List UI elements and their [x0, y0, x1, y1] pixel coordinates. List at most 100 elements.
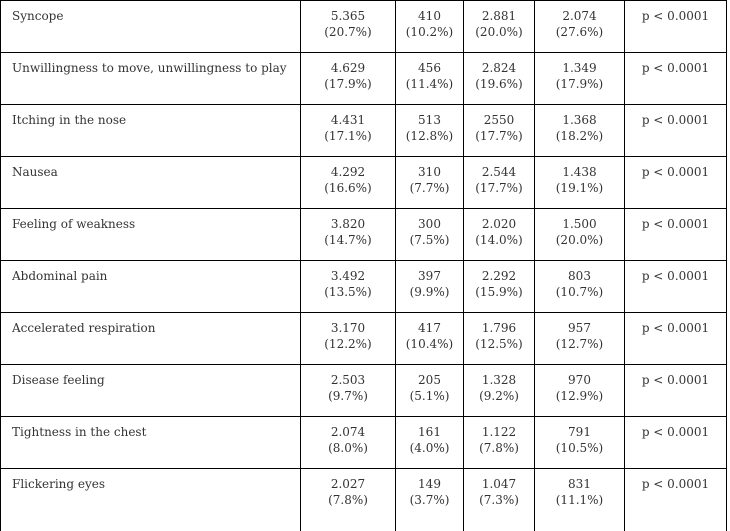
percent-value: (10.7%): [555, 285, 604, 299]
count-value: 3.170: [330, 321, 366, 335]
value-cell-2: 205 (5.1%): [396, 365, 464, 416]
symptom-label: Disease feeling: [12, 373, 105, 387]
p-value: p < 0.0001: [641, 61, 710, 75]
count-value: 5.365: [330, 9, 366, 23]
value-cell-2: 410 (10.2%): [396, 1, 464, 52]
count-value: 4.431: [330, 113, 366, 127]
value-cell-3: 2.020 (14.0%): [464, 209, 535, 260]
percent-value: (19.1%): [555, 181, 604, 195]
percent-value: (12.7%): [555, 337, 604, 351]
percent-value: (9.2%): [479, 389, 519, 403]
value-cell-3: 2550 (17.7%): [464, 105, 535, 156]
value-cell-2: 417 (10.4%): [396, 313, 464, 364]
p-value-cell: p < 0.0001: [625, 365, 727, 416]
count-value: 205: [418, 373, 441, 387]
value-cell-2: 161 (4.0%): [396, 417, 464, 468]
percent-value: (17.7%): [475, 181, 523, 195]
value-cell-2: 456 (11.4%): [396, 53, 464, 104]
count-value: 831: [568, 477, 591, 491]
percent-value: (7.8%): [328, 493, 368, 507]
percent-value: (7.5%): [409, 233, 450, 247]
value-cell-3: 1.047 (7.3%): [464, 469, 535, 531]
p-value: p < 0.0001: [641, 373, 710, 387]
count-value: 3.492: [330, 269, 366, 283]
percent-value: (9.9%): [409, 285, 450, 299]
count-value: 970: [568, 373, 591, 387]
p-value: p < 0.0001: [641, 425, 710, 439]
count-value: 2.292: [481, 269, 517, 283]
table-row: Accelerated respiration 3.170 (12.2%) 417 (1…: [1, 313, 727, 365]
table-row: Disease feeling 2.503 (9.7%) 205 (5.1%) 1.328…: [1, 365, 727, 417]
symptom-label: Unwillingness to move, unwillingness to …: [12, 61, 287, 75]
value-cell-4: 2.074 (27.6%): [535, 1, 625, 52]
count-value: 803: [568, 269, 591, 283]
value-cell-4: 970 (12.9%): [535, 365, 625, 416]
percent-value: (11.1%): [555, 493, 604, 507]
count-value: 3.820: [330, 217, 366, 231]
p-value: p < 0.0001: [641, 269, 710, 283]
table-row: Syncope 5.365 (20.7%) 410 (10.2%) 2.881 (20.0%…: [1, 1, 727, 53]
percent-value: (17.1%): [324, 129, 372, 143]
value-cell-1: 3.492 (13.5%): [301, 261, 396, 312]
percent-value: (19.6%): [475, 77, 523, 91]
percent-value: (17.9%): [324, 77, 372, 91]
value-cell-4: 803 (10.7%): [535, 261, 625, 312]
count-value: 2.544: [481, 165, 517, 179]
count-value: 1.368: [562, 113, 597, 127]
percent-value: (8.0%): [328, 441, 368, 455]
count-value: 1.438: [562, 165, 597, 179]
symptom-label: Accelerated respiration: [12, 321, 156, 335]
value-cell-3: 1.328 (9.2%): [464, 365, 535, 416]
percent-value: (13.5%): [324, 285, 372, 299]
percent-value: (14.7%): [324, 233, 372, 247]
value-cell-2: 300 (7.5%): [396, 209, 464, 260]
p-value-cell: p < 0.0001: [625, 157, 727, 208]
count-value: 2550: [483, 113, 515, 127]
symptom-label-cell: Flickering eyes: [1, 469, 301, 531]
value-cell-4: 1.349 (17.9%): [535, 53, 625, 104]
value-cell-3: 2.824 (19.6%): [464, 53, 535, 104]
symptom-label-cell: Disease feeling: [1, 365, 301, 416]
symptom-label-cell: Unwillingness to move, unwillingness to …: [1, 53, 301, 104]
count-value: 1.122: [481, 425, 517, 439]
count-value: 417: [418, 321, 441, 335]
symptom-label-cell: Syncope: [1, 1, 301, 52]
count-value: 161: [418, 425, 441, 439]
value-cell-4: 1.368 (18.2%): [535, 105, 625, 156]
p-value: p < 0.0001: [641, 217, 710, 231]
percent-value: (10.5%): [555, 441, 604, 455]
count-value: 149: [418, 477, 441, 491]
count-value: 2.027: [330, 477, 366, 491]
count-value: 1.500: [562, 217, 597, 231]
count-value: 410: [418, 9, 441, 23]
count-value: 1.796: [481, 321, 517, 335]
percent-value: (10.2%): [405, 25, 454, 39]
symptom-label-cell: Itching in the nose: [1, 105, 301, 156]
value-cell-1: 3.170 (12.2%): [301, 313, 396, 364]
percent-value: (14.0%): [475, 233, 523, 247]
percent-value: (20.7%): [324, 25, 372, 39]
symptom-label: Flickering eyes: [12, 477, 106, 491]
p-value-cell: p < 0.0001: [625, 209, 727, 260]
percent-value: (12.8%): [405, 129, 454, 143]
percent-value: (7.3%): [479, 493, 519, 507]
value-cell-4: 791 (10.5%): [535, 417, 625, 468]
count-value: 513: [418, 113, 441, 127]
count-value: 791: [568, 425, 591, 439]
percent-value: (3.7%): [409, 493, 450, 507]
count-value: 2.881: [481, 9, 517, 23]
percent-value: (27.6%): [555, 25, 604, 39]
symptom-label-cell: Nausea: [1, 157, 301, 208]
value-cell-1: 4.431 (17.1%): [301, 105, 396, 156]
percent-value: (7.8%): [479, 441, 519, 455]
value-cell-1: 4.629 (17.9%): [301, 53, 396, 104]
percent-value: (16.6%): [324, 181, 372, 195]
percent-value: (15.9%): [475, 285, 523, 299]
p-value-cell: p < 0.0001: [625, 469, 727, 531]
symptom-label: Itching in the nose: [12, 113, 127, 127]
percent-value: (17.9%): [555, 77, 604, 91]
percent-value: (20.0%): [475, 25, 523, 39]
count-value: 4.292: [330, 165, 366, 179]
symptom-label: Tightness in the chest: [12, 425, 147, 439]
table-row: Unwillingness to move, unwillingness to …: [1, 53, 727, 105]
